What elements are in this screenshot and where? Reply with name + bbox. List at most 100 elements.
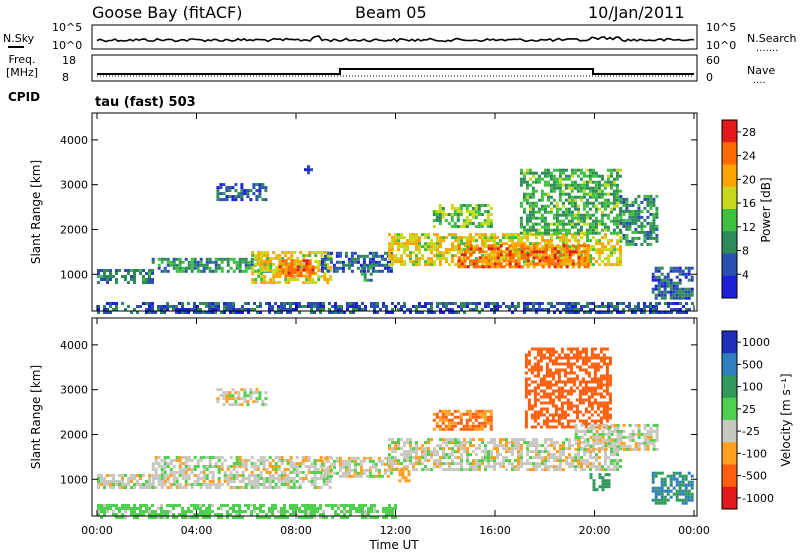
range-cell [223, 308, 226, 311]
range-cell [258, 192, 262, 196]
range-cell [559, 459, 562, 463]
range-cell [557, 380, 561, 384]
range-cell [439, 444, 442, 448]
range-cell [654, 501, 658, 505]
range-cell [175, 483, 179, 486]
range-cell [576, 204, 580, 208]
range-cell [619, 200, 623, 204]
range-cell [551, 401, 555, 405]
range-cell [565, 459, 568, 463]
range-cell [544, 256, 548, 260]
range-cell [555, 186, 559, 190]
range-cell [678, 486, 682, 490]
range-cell [519, 168, 523, 172]
range-cell [610, 438, 613, 442]
range-cell [577, 441, 581, 445]
range-cell [238, 269, 242, 273]
range-cell [588, 168, 592, 172]
range-cell [148, 305, 151, 308]
range-cell [652, 224, 656, 228]
range-cell [603, 201, 607, 205]
range-cell [549, 171, 553, 175]
range-cell [608, 401, 612, 405]
range-cell [391, 311, 394, 314]
range-cell [533, 374, 537, 378]
range-cell [684, 287, 688, 291]
range-cell [613, 263, 616, 267]
range-cell [561, 177, 565, 181]
range-cell [448, 465, 451, 469]
range-cell [592, 432, 596, 436]
range-cell [594, 183, 598, 187]
range-cell [655, 224, 659, 228]
range-cell [256, 480, 260, 483]
range-cell [552, 216, 556, 220]
range-cell [606, 228, 610, 232]
range-cell [544, 262, 548, 266]
range-cell [559, 257, 562, 261]
range-cell [524, 362, 528, 366]
range-cell [530, 365, 534, 369]
range-cell [226, 483, 230, 486]
range-cell [557, 416, 561, 420]
range-cell [666, 284, 670, 288]
range-cell [124, 278, 127, 281]
range-cell [523, 311, 526, 314]
range-cell [424, 305, 427, 308]
range-cell [278, 272, 282, 275]
range-cell [581, 380, 585, 384]
range-cell [555, 168, 559, 172]
range-cell [184, 468, 188, 471]
range-cell [568, 259, 572, 263]
range-cell [257, 257, 261, 260]
range-cell [558, 213, 562, 217]
range-cell [403, 459, 406, 463]
range-cell [240, 186, 244, 190]
range-cell [570, 168, 574, 172]
range-cell [684, 489, 688, 493]
range-cell [534, 189, 538, 193]
range-cell [600, 210, 604, 214]
range-cell [655, 308, 658, 311]
range-cell [637, 194, 641, 198]
range-cell [231, 394, 235, 398]
range-cell [280, 474, 284, 477]
range-cell [519, 180, 523, 184]
range-cell [480, 421, 484, 425]
range-cell [298, 477, 302, 480]
range-cell [649, 429, 653, 433]
range-cell [654, 498, 658, 502]
range-cell [542, 407, 546, 411]
range-cell [571, 311, 574, 314]
range-cell [564, 222, 568, 226]
range-cell [657, 269, 661, 273]
range-cell [465, 225, 469, 228]
range-cell [603, 225, 607, 229]
range-cell [654, 278, 658, 282]
range-cell [580, 244, 584, 248]
range-cell [439, 465, 442, 469]
range-cell [590, 404, 594, 408]
range-cell [607, 438, 611, 442]
range-cell [525, 195, 529, 199]
range-cell [368, 465, 372, 469]
range-cell [675, 471, 679, 475]
range-cell [543, 204, 547, 208]
range-cell [289, 305, 292, 308]
range-cell [572, 371, 576, 375]
range-cell [669, 483, 673, 487]
range-cell [586, 250, 590, 254]
range-cell [308, 254, 312, 257]
range-cell [597, 189, 601, 193]
range-cell [575, 398, 579, 402]
range-cell [310, 311, 313, 314]
range-cell [250, 456, 254, 459]
range-cell [451, 450, 454, 454]
range-cell [666, 489, 670, 493]
range-cell [548, 350, 552, 354]
range-cell [552, 189, 556, 193]
range-cell [606, 216, 610, 220]
range-cell [284, 281, 288, 284]
range-cell [484, 459, 487, 463]
range-cell [326, 266, 330, 269]
